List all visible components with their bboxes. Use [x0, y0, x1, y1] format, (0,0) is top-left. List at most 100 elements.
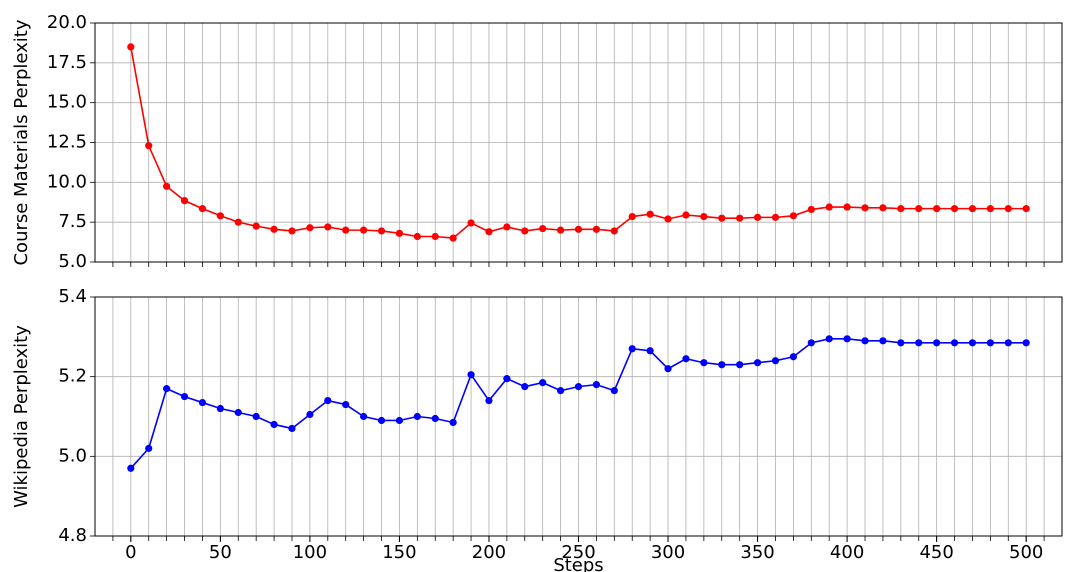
data-point	[861, 204, 869, 212]
data-point	[986, 339, 994, 347]
data-point	[807, 205, 815, 214]
data-point	[324, 223, 332, 231]
data-point	[1022, 205, 1030, 213]
data-point	[413, 232, 421, 241]
x-tick-label: 0	[125, 542, 136, 563]
data-point	[163, 182, 171, 190]
data-point	[270, 420, 278, 429]
data-point	[503, 375, 511, 383]
x-tick-label: 450	[919, 542, 953, 563]
y-tick-label: 15.0	[47, 92, 87, 113]
data-point	[521, 383, 529, 391]
data-point	[574, 225, 583, 233]
data-point	[753, 359, 762, 367]
data-point	[449, 234, 457, 242]
data-point	[700, 359, 708, 367]
data-point	[736, 214, 744, 222]
data-point	[950, 205, 959, 213]
data-point	[861, 337, 869, 345]
data-point	[753, 213, 762, 221]
data-point	[252, 222, 260, 230]
data-point	[843, 335, 851, 343]
data-point	[288, 424, 296, 433]
data-point	[843, 203, 851, 211]
data-point	[879, 204, 887, 212]
data-point	[592, 381, 601, 389]
data-point	[1022, 339, 1030, 347]
data-point	[324, 396, 332, 405]
data-point	[968, 205, 977, 213]
data-point	[270, 225, 278, 233]
data-point	[180, 197, 189, 205]
data-point	[342, 226, 350, 234]
data-point	[395, 229, 404, 237]
data-point	[682, 355, 690, 363]
data-point	[789, 212, 797, 220]
data-point	[395, 416, 404, 425]
data-point	[431, 232, 439, 241]
data-point	[1004, 339, 1012, 347]
data-point	[968, 339, 977, 347]
data-point	[127, 464, 135, 472]
y-tick-label: 5.2	[58, 366, 87, 387]
data-point	[198, 398, 207, 407]
data-point	[771, 357, 780, 365]
data-point	[539, 379, 547, 387]
y-tick-label: 12.5	[47, 132, 87, 153]
data-point	[664, 365, 672, 373]
data-point	[628, 345, 636, 353]
x-axis-label: Steps	[553, 555, 603, 572]
x-tick-label: 100	[293, 542, 327, 563]
y-axis-label: Course Materials Perplexity	[11, 19, 32, 265]
data-point	[431, 414, 439, 423]
data-point	[467, 219, 475, 227]
y-tick-label: 5.0	[58, 251, 87, 272]
data-point	[342, 400, 350, 409]
data-point	[807, 339, 815, 347]
data-point	[897, 339, 905, 347]
data-point	[467, 371, 475, 379]
data-point	[771, 213, 780, 221]
x-tick-label: 250	[561, 542, 595, 563]
data-point	[413, 412, 421, 421]
data-point	[503, 223, 511, 231]
data-point	[933, 205, 941, 213]
x-tick-label: 50	[209, 542, 232, 563]
data-point	[127, 43, 135, 51]
x-tick-label: 300	[651, 542, 685, 563]
data-point	[736, 361, 744, 369]
data-point	[145, 142, 153, 150]
y-tick-label: 7.5	[58, 211, 87, 232]
data-point	[646, 347, 654, 355]
data-point	[950, 339, 959, 347]
x-tick-label: 400	[830, 542, 864, 563]
data-point	[306, 224, 314, 232]
data-point	[485, 396, 493, 405]
data-point	[718, 361, 726, 369]
data-point	[234, 408, 242, 417]
data-point	[145, 444, 153, 452]
data-point	[700, 212, 708, 221]
plot-frame	[94, 296, 1063, 537]
x-tick-label: 200	[472, 542, 506, 563]
data-point	[360, 412, 368, 421]
data-point	[610, 227, 618, 235]
data-point	[789, 353, 797, 361]
x-tick-label: 350	[740, 542, 774, 563]
data-point	[718, 214, 726, 222]
data-point	[180, 392, 189, 401]
y-tick-label: 10.0	[47, 171, 87, 192]
data-point	[449, 418, 457, 427]
y-tick-label: 4.8	[58, 525, 87, 546]
plot-frame	[94, 22, 1063, 263]
data-point	[592, 225, 601, 233]
data-point	[163, 385, 171, 393]
data-point	[664, 215, 672, 223]
data-point	[288, 227, 296, 235]
data-point	[377, 227, 386, 235]
y-tick-label: 5.0	[58, 445, 87, 466]
data-point	[556, 226, 565, 234]
data-point	[521, 227, 529, 235]
